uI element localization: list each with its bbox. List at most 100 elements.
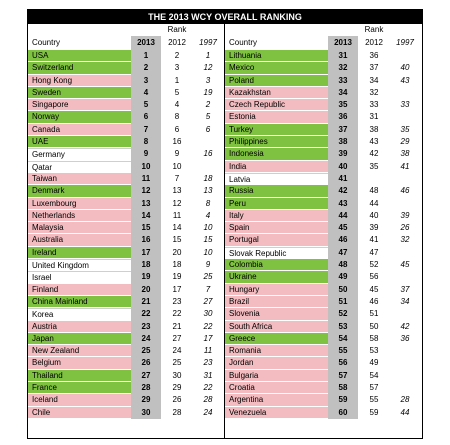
country-cell: Portugal <box>225 234 328 246</box>
rank-2013-cell: 27 <box>131 369 161 383</box>
rank-1997-cell: 43 <box>400 75 410 85</box>
rank-2013-cell: 31 <box>328 50 358 63</box>
rank-2012-cell: 27 <box>172 333 182 343</box>
table-row: France 28 29 22 <box>28 382 225 395</box>
rank-2013-cell: 40 <box>328 160 358 173</box>
country-cell: Singapore <box>28 99 131 111</box>
country-cell: Turkey <box>225 123 328 136</box>
rank-2012-cell: 25 <box>172 358 182 368</box>
rank-2013-cell: 25 <box>131 345 161 358</box>
country-cell: Peru <box>225 197 328 209</box>
country-cell: Hong Kong <box>28 74 131 86</box>
rank-2012-cell: 23 <box>172 296 182 306</box>
rank-2013-cell: 42 <box>328 185 358 198</box>
rank-2012-cell: 37 <box>369 63 379 73</box>
table-row: Mexico 32 37 40 <box>225 62 422 75</box>
rank-1997-cell: 26 <box>400 223 410 233</box>
rank-1997-cell: 2 <box>205 100 211 110</box>
rank-2013-cell: 1 <box>131 50 161 63</box>
rank-2013-cell: 53 <box>328 320 358 333</box>
rank-1997-cell: 22 <box>203 383 213 393</box>
country-cell: Luxembourg <box>28 197 131 209</box>
table-row: Finland 20 17 7 <box>28 283 225 296</box>
rank-1997-cell: 15 <box>203 235 213 245</box>
table-row: Hong Kong 3 1 3 <box>28 74 225 87</box>
country-cell: Estonia <box>225 111 328 123</box>
table-row: USA 1 2 1 <box>28 50 225 63</box>
rank-1997-cell: 41 <box>400 161 410 171</box>
rank-2013-cell: 11 <box>131 172 161 186</box>
rank-2013-cell: 10 <box>131 160 161 173</box>
rank-2013-cell: 55 <box>328 345 358 358</box>
country-cell: Japan <box>28 332 131 345</box>
rank-1997-cell: 25 <box>203 272 213 282</box>
rank-2012-cell: 59 <box>369 407 379 417</box>
rank-2013-cell: 19 <box>131 271 161 284</box>
rank-1997-cell: 1 <box>205 51 211 60</box>
country-cell: Colombia <box>225 259 328 271</box>
rank-2012-cell: 4 <box>174 100 180 110</box>
country-cell: Ukraine <box>225 271 328 283</box>
rank-2012-cell: 16 <box>172 137 182 147</box>
rank-2012-cell: 57 <box>369 383 379 393</box>
rank-2012-cell: 19 <box>172 272 182 282</box>
country-cell: New Zealand <box>28 345 131 357</box>
rank-2012-cell: 42 <box>369 149 379 159</box>
rank-2013-cell: 39 <box>328 148 358 161</box>
table-row: Croatia 58 57 <box>225 382 422 395</box>
rank-2013-cell: 43 <box>328 197 358 210</box>
rank-2013-cell: 2 <box>131 62 161 75</box>
rank-2012-cell: 39 <box>369 223 379 233</box>
rank-2013-cell: 30 <box>131 406 161 419</box>
table-row: Hungary 50 45 37 <box>225 283 422 296</box>
country-cell: USA <box>28 50 131 62</box>
column-header-row: Country 2013 2012 1997 <box>225 36 422 50</box>
rank-2013-cell: 20 <box>131 283 161 296</box>
country-cell: United Kingdom <box>28 259 131 271</box>
country-cell: Brazil <box>225 295 328 308</box>
ranking-table: THE 2013 WCY OVERALL RANKING Rank Countr… <box>27 9 423 439</box>
table-row: Indonesia 39 42 38 <box>225 148 422 161</box>
rank-2012-cell: 53 <box>369 346 379 356</box>
table-row: Bulgaria 57 54 <box>225 369 422 383</box>
country-cell: UAE <box>28 136 131 148</box>
rank-2012-cell: 31 <box>369 112 379 122</box>
table-row: Belgium 26 25 23 <box>28 357 225 370</box>
rank-2013-cell: 14 <box>131 209 161 223</box>
rank-label: Rank <box>364 25 384 34</box>
country-cell: China Mainland <box>28 295 131 308</box>
country-cell: Taiwan <box>28 172 131 185</box>
rank-2012-cell: 24 <box>172 346 182 356</box>
year-1997-column-header: 1997 <box>396 38 414 47</box>
table-row: Chile 30 28 24 <box>28 406 225 419</box>
rank-2012-cell: 13 <box>172 186 182 196</box>
rank-2013-cell: 56 <box>328 357 358 370</box>
year-1997-column-header: 1997 <box>199 38 217 47</box>
country-cell: Netherlands <box>28 209 131 222</box>
rank-1997-cell: 35 <box>400 124 410 134</box>
rank-2012-cell: 51 <box>369 309 379 319</box>
rank-2013-cell: 47 <box>328 246 358 260</box>
rank-label: Rank <box>167 25 187 34</box>
rank-1997-cell: 33 <box>400 100 410 110</box>
rank-2013-cell: 24 <box>131 332 161 346</box>
country-cell: Greece <box>225 332 328 345</box>
table-row: Denmark 12 13 13 <box>28 185 225 198</box>
table-row: Netherlands 14 11 4 <box>28 209 225 223</box>
rank-2013-cell: 45 <box>328 222 358 235</box>
rank-2013-cell: 15 <box>131 222 161 235</box>
table-row: Canada 7 6 6 <box>28 123 225 137</box>
rank-2013-cell: 5 <box>131 99 161 112</box>
country-cell: Malaysia <box>28 222 131 234</box>
rank-2012-cell: 38 <box>369 124 379 134</box>
rank-2013-cell: 28 <box>131 382 161 395</box>
rank-1997-cell: 39 <box>400 210 410 220</box>
rank-1997-cell: 31 <box>203 370 213 380</box>
rank-2012-cell: 41 <box>369 235 379 245</box>
country-cell: Croatia <box>225 382 328 394</box>
rank-2012-cell: 3 <box>174 63 180 73</box>
rank-1997-cell: 10 <box>203 223 213 233</box>
table-row: Russia 42 48 46 <box>225 185 422 198</box>
country-cell: Denmark <box>28 185 131 197</box>
rank-2012-cell: 56 <box>369 272 379 282</box>
